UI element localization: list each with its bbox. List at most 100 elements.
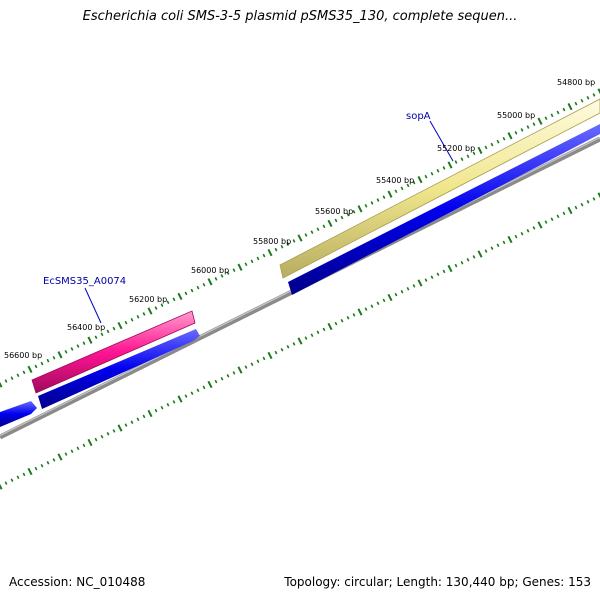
inner-ring-tick (100, 434, 104, 439)
outer-ring-tick (220, 274, 224, 278)
outer-ring-tick (304, 233, 308, 237)
outer-ring-tick (537, 117, 543, 125)
outer-ring-tick (370, 201, 374, 205)
topology-text: Topology: circular; Length: 130,440 bp; … (284, 575, 591, 589)
inner-ring-tick (477, 250, 483, 258)
outer-ring-tick (430, 171, 434, 176)
inner-ring-tick (532, 226, 536, 230)
ecsms35-leader-line (84, 287, 102, 324)
outer-ring-tick (130, 317, 134, 322)
outer-ring-tick (196, 285, 200, 290)
inner-ring-tick (472, 255, 476, 259)
cds-arrow-sopA[interactable] (288, 124, 600, 295)
tick-label-55400: 55400 bp (376, 176, 414, 185)
outer-ring-tick (520, 128, 524, 132)
outer-ring-tick (57, 351, 63, 359)
outer-ring-tick (340, 215, 344, 220)
inner-ring-tick (447, 264, 453, 273)
inner-ring-tick (430, 275, 434, 279)
outer-ring-tick (4, 379, 8, 383)
inner-ring-tick (357, 308, 363, 316)
inner-ring-tick (184, 394, 188, 398)
inner-ring-tick (297, 337, 303, 345)
tick-label-56600: 56600 bp (4, 351, 42, 360)
inner-ring-tick (514, 234, 518, 239)
inner-ring-tick (166, 403, 170, 407)
outer-ring-tick (562, 107, 566, 112)
cds-arrow-ecsms35-a0074[interactable] (38, 329, 200, 409)
inner-ring-tick (556, 214, 560, 219)
inner-ring-tick (526, 229, 530, 233)
inner-ring-tick (597, 192, 600, 199)
inner-ring-tick (322, 327, 326, 332)
outer-ring-tick (502, 136, 506, 141)
outer-ring-tick (454, 160, 458, 164)
inner-ring-tick (46, 461, 50, 465)
outer-ring-tick (316, 227, 320, 232)
inner-ring-tick (160, 405, 164, 410)
inner-ring-tick (237, 366, 243, 374)
outer-ring-tick (16, 373, 20, 378)
outer-ring-tick (550, 113, 554, 118)
cds-arrow-left[interactable] (0, 401, 37, 427)
inner-ring-tick (376, 301, 380, 306)
outer-ring-tick (76, 344, 80, 348)
outer-ring-tick (514, 131, 518, 135)
inner-ring-tick (520, 231, 524, 236)
outer-ring-tick (190, 288, 194, 293)
outer-ring-tick (334, 218, 338, 223)
outer-ring-tick (52, 355, 56, 360)
inner-ring-tick (274, 350, 278, 355)
outer-ring-tick (297, 234, 303, 242)
inner-ring-tick (352, 313, 356, 317)
inner-ring-tick (267, 351, 273, 360)
outer-ring-tick (357, 205, 363, 213)
outer-ring-tick (417, 175, 423, 184)
outer-ring-tick (580, 98, 584, 103)
inner-ring-tick (460, 260, 464, 265)
gene-label-sopA[interactable]: sopA (406, 111, 431, 122)
outer-ring-tick (406, 183, 410, 188)
inner-ring-tick (196, 388, 200, 393)
inner-ring-tick (172, 400, 176, 404)
gene-feature-ecsms35-a0074[interactable] (31, 310, 196, 394)
inner-ring-tick (280, 347, 284, 352)
inner-ring-tick (117, 424, 123, 432)
inner-ring-tick (537, 221, 543, 229)
outer-ring-tick (286, 242, 290, 246)
inner-ring-tick (310, 333, 314, 337)
outer-ring-tick (94, 335, 98, 340)
inner-tick-ring (0, 192, 600, 490)
outer-ring-tick (544, 116, 548, 121)
inner-ring-tick (382, 298, 386, 303)
tick-label-55800: 55800 bp (253, 237, 291, 246)
outer-ring-tick (34, 364, 38, 369)
inner-ring-tick (112, 429, 116, 433)
inner-ring-tick (466, 258, 470, 262)
inner-ring-tick (412, 284, 416, 288)
outer-ring-tick (394, 189, 398, 194)
inner-ring-tick (436, 272, 440, 277)
inner-ring-tick (250, 362, 254, 366)
inner-ring-tick (190, 391, 194, 395)
outer-ring-tick (184, 291, 188, 296)
outer-ring-tick (117, 321, 123, 330)
outer-ring-tick (327, 219, 333, 228)
inner-ring-tick (370, 304, 374, 308)
inner-ring-tick (316, 330, 320, 335)
outer-ring-tick (352, 209, 356, 214)
outer-ring-tick (142, 312, 146, 316)
gene-feature-sopA[interactable] (279, 98, 600, 279)
inner-ring-tick (574, 205, 578, 210)
outer-ring-tick (207, 278, 213, 286)
inner-ring-tick (244, 365, 248, 369)
inner-ring-tick (94, 437, 98, 442)
inner-ring-tick (387, 293, 393, 302)
inner-ring-tick (22, 472, 26, 477)
inner-ring-tick (202, 385, 206, 390)
outer-ring-tick (490, 142, 494, 147)
inner-ring-tick (207, 380, 213, 389)
gene-label-ecsms35-a0074[interactable]: EcSMS35_A0074 (43, 276, 126, 287)
outer-ring-tick (400, 186, 404, 191)
inner-ring-tick (220, 376, 224, 381)
